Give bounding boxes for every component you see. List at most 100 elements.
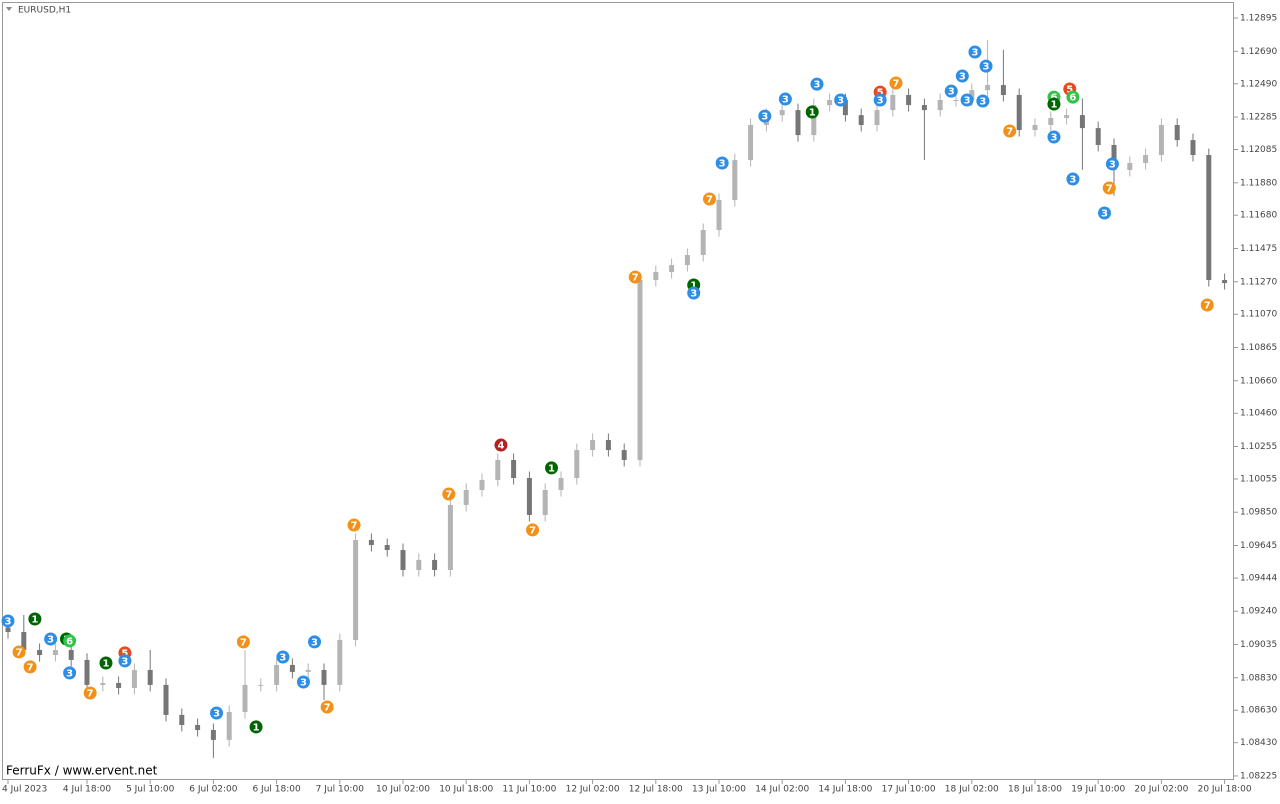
signal-label: 3: [877, 96, 884, 107]
y-tick-label: 1.08830: [1240, 673, 1277, 683]
signal-label: 7: [27, 662, 34, 673]
signal-label: 7: [1106, 183, 1113, 194]
signal-marker: [778, 92, 792, 106]
signal-marker: [960, 93, 974, 107]
y-tick-label: 1.10055: [1240, 474, 1277, 484]
y-tick-label: 1.10660: [1240, 376, 1277, 386]
candle-body: [84, 659, 90, 685]
signal-marker: [1102, 181, 1116, 195]
signal-marker: [1, 614, 15, 628]
x-tick-label: 19 Jul 10:00: [1071, 785, 1125, 795]
candle-body: [321, 669, 327, 685]
candle-body: [353, 539, 359, 640]
signal-marker: [687, 286, 701, 300]
signal-marker: [210, 706, 224, 720]
candle-body: [605, 440, 611, 451]
candle-body: [921, 105, 927, 111]
signal-label: 7: [351, 521, 358, 532]
candle-body: [732, 160, 738, 200]
candle-body: [1111, 144, 1117, 170]
y-tick-label: 1.09850: [1240, 508, 1277, 518]
signal-label: 1: [809, 108, 816, 119]
signal-label: 3: [761, 112, 768, 123]
signal-label: 7: [529, 525, 536, 536]
x-tick-label: 7 Jul 10:00: [316, 785, 365, 795]
candle-body: [131, 669, 137, 688]
x-tick-label: 14 Jul 18:00: [818, 785, 872, 795]
signal-marker: [545, 461, 559, 475]
signal-marker: [944, 84, 958, 98]
signal-label: 7: [87, 689, 94, 700]
signal-label: 1: [1050, 100, 1057, 111]
signal-label: 3: [948, 87, 955, 98]
signal-label: 3: [47, 634, 54, 645]
signal-label: 7: [324, 702, 331, 713]
x-tick-label: 6 Jul 02:00: [189, 785, 238, 795]
signal-marker: [628, 270, 642, 284]
signal-marker: [308, 635, 322, 649]
signal-marker: [1066, 90, 1080, 104]
signal-label: 3: [213, 708, 220, 719]
signal-label: 7: [16, 647, 23, 658]
signal-label: 3: [1109, 159, 1116, 170]
plot-frame: [2, 2, 1234, 780]
signal-marker: [955, 69, 969, 83]
candle-body: [179, 714, 185, 725]
signal-marker: [1105, 157, 1119, 171]
signal-marker: [23, 660, 37, 674]
candle-body: [116, 682, 122, 688]
candle-body: [653, 272, 659, 280]
signal-marker: [703, 192, 717, 206]
x-tick-label: 6 Jul 18:00: [252, 785, 301, 795]
signal-label: 3: [5, 616, 12, 627]
signal-marker: [715, 156, 729, 170]
signal-marker: [276, 650, 290, 664]
candle-body: [858, 115, 864, 126]
x-tick-label: 18 Jul 02:00: [945, 785, 999, 795]
candle-body: [1016, 94, 1022, 131]
x-tick-label: 4 Jul 18:00: [63, 785, 112, 795]
signal-label: 4: [497, 441, 504, 452]
signal-marker: [889, 76, 903, 90]
signal-marker: [805, 105, 819, 119]
candle-body: [985, 85, 991, 91]
y-tick-label: 1.10460: [1240, 409, 1277, 419]
x-tick-label: 14 Jul 02:00: [755, 785, 809, 795]
x-tick-label: 11 Jul 10:00: [502, 785, 556, 795]
candle-body: [1079, 115, 1085, 129]
signal-label: 3: [979, 96, 986, 107]
candle-body: [590, 440, 596, 451]
signal-marker: [834, 93, 848, 107]
candle-body: [526, 477, 532, 515]
signal-label: 5: [877, 88, 884, 99]
candle-body: [1143, 155, 1149, 163]
signal-marker: [979, 59, 993, 73]
y-tick-label: 1.12085: [1240, 145, 1277, 155]
signal-marker: [347, 518, 361, 532]
signal-marker: [873, 93, 887, 107]
y-tick-label: 1.11270: [1240, 277, 1277, 287]
signal-marker: [12, 645, 26, 659]
candle-body: [874, 110, 880, 126]
candle-body: [242, 684, 248, 713]
signal-marker: [63, 634, 77, 648]
signal-label: 3: [311, 637, 318, 648]
signal-marker: [320, 700, 334, 714]
signal-label: 3: [1050, 133, 1057, 144]
signal-label: 6: [66, 636, 73, 647]
candle-body: [147, 669, 153, 685]
signal-marker: [83, 686, 97, 700]
candle-body: [842, 100, 848, 116]
candle-body: [368, 539, 374, 546]
signal-label: 3: [959, 72, 966, 83]
signal-marker: [249, 720, 263, 734]
y-tick-label: 1.09645: [1240, 541, 1277, 551]
signal-label: 7: [1204, 300, 1211, 311]
candle-body: [1158, 125, 1164, 156]
signal-label: 1: [253, 722, 260, 733]
candle-body: [1190, 140, 1196, 156]
candle-body: [463, 489, 469, 505]
signal-marker: [976, 94, 990, 108]
